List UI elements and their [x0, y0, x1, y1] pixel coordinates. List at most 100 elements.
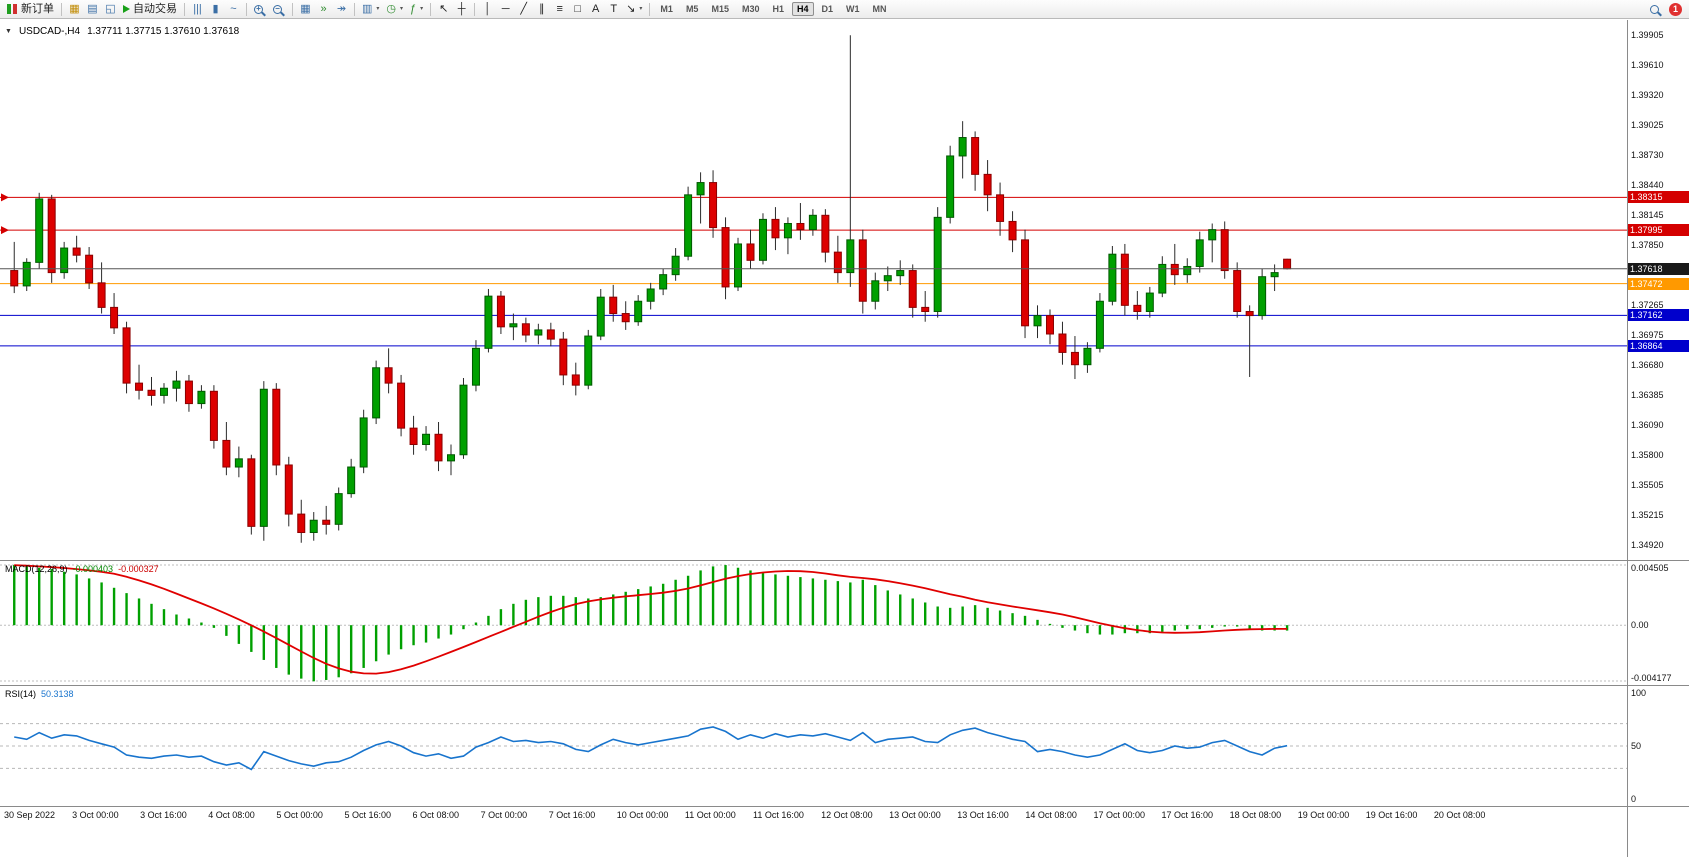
timeframe-d1[interactable]: D1 — [821, 4, 834, 14]
horizontal-line-icon[interactable]: ─ — [501, 2, 510, 15]
toolbar-separator — [354, 2, 355, 16]
rsi-axis[interactable]: 100 50 0 — [1627, 685, 1689, 806]
timeframe-m30[interactable]: M30 — [741, 4, 760, 14]
trendline-icon[interactable]: ╱ — [520, 2, 527, 15]
price-tag: 1.37995 — [1628, 224, 1689, 237]
macd-signal-line — [14, 564, 1288, 675]
macd-label: MACD(12,26,9) -0.000403 -0.000327 — [5, 564, 159, 574]
channel-icon[interactable]: ∥ — [538, 2, 545, 15]
zoom-in-icon[interactable]: + — [251, 1, 269, 18]
chart-shift-icon[interactable]: ↠ — [336, 2, 347, 15]
axis-tick: -0.004177 — [1631, 673, 1672, 683]
price-axis[interactable]: 1.39905 1.39610 1.39320 1.39025 1.38730 1.384… — [1627, 20, 1689, 560]
time-label: 7 Oct 16:00 — [548, 810, 596, 820]
toolbar-separator — [184, 2, 185, 16]
time-label: 3 Oct 00:00 — [72, 810, 119, 820]
axis-tick: 1.38440 — [1631, 179, 1664, 190]
bars-chart-icon[interactable]: ||| — [193, 2, 202, 15]
axis-tick: 0.00 — [1631, 620, 1649, 631]
macd-pane[interactable]: MACD(12,26,9) -0.000403 -0.000327 — [0, 560, 1627, 685]
autotrade-play-icon — [123, 5, 130, 13]
period-icon[interactable]: ◷ ▾ — [386, 2, 404, 15]
axis-tick: 1.36975 — [1631, 329, 1664, 340]
timeframe-m1[interactable]: M1 — [660, 4, 673, 14]
new-order-button[interactable]: 新订单 — [4, 1, 57, 18]
price-tag: 1.37162 — [1628, 309, 1689, 322]
rsi-value: 50.3138 — [41, 689, 74, 699]
toolbar-separator — [474, 2, 476, 16]
new-order-icon — [7, 4, 11, 14]
price-tag: 1.37472 — [1628, 277, 1689, 290]
axis-tick: 0.004505 — [1631, 563, 1669, 573]
axis-tick: 1.39025 — [1631, 119, 1664, 130]
market-watch-icon[interactable]: ▦ — [69, 2, 80, 15]
toolbar-separator — [246, 2, 247, 16]
rsi-line — [14, 726, 1288, 771]
zoom-out-icon[interactable]: − — [270, 1, 288, 18]
time-label: 19 Oct 16:00 — [1365, 810, 1418, 820]
timeframe-m5[interactable]: M5 — [685, 4, 699, 14]
search-icon[interactable] — [1647, 1, 1665, 18]
terminal-icon[interactable]: ◱ — [105, 2, 116, 15]
time-label: 19 Oct 00:00 — [1297, 810, 1350, 820]
timeframe-h1[interactable]: H1 — [772, 4, 784, 14]
axis-tick: 100 — [1631, 688, 1647, 698]
autotrade-button[interactable]: 自动交易 — [120, 1, 180, 18]
chart-title: ▼ USDCAD-,H4 1.37711 1.37715 1.37610 1.3… — [5, 26, 239, 37]
crosshair-icon[interactable]: ┼ — [457, 2, 466, 15]
text-icon[interactable]: A — [592, 2, 600, 15]
line-chart-icon[interactable]: ~ — [230, 2, 237, 15]
rsi-pane[interactable]: RSI(14) 50.3138 — [0, 685, 1627, 806]
time-label: 17 Oct 16:00 — [1161, 810, 1214, 820]
macd-axis[interactable]: 0.004505 0.00 -0.004177 — [1627, 560, 1689, 685]
axis-tick: 1.36385 — [1631, 389, 1664, 400]
rsi-label: RSI(14) 50.3138 — [5, 689, 74, 699]
navigator-icon[interactable]: ▤ — [87, 2, 98, 15]
axis-tick: 1.35800 — [1631, 449, 1664, 460]
timeframe-h4[interactable]: H4 — [792, 2, 814, 16]
axis-tick: 0 — [1631, 794, 1637, 804]
axis-tick: 1.38730 — [1631, 149, 1664, 160]
fibonacci-icon[interactable]: ≡ — [556, 2, 563, 15]
text-label-icon[interactable]: T — [610, 2, 618, 15]
axis-tick: 1.35215 — [1631, 509, 1664, 520]
levels-layer — [0, 193, 1627, 347]
arrows-tool-icon[interactable]: ↘ ▾ — [626, 2, 643, 15]
time-label: 17 Oct 00:00 — [1093, 810, 1145, 820]
vertical-line-icon[interactable]: │ — [484, 2, 492, 15]
time-label: 5 Oct 00:00 — [276, 810, 323, 820]
price-pane[interactable]: ▼ USDCAD-,H4 1.37711 1.37715 1.37610 1.3… — [0, 20, 1627, 560]
chart-window[interactable]: ▼ USDCAD-,H4 1.37711 1.37715 1.37610 1.3… — [0, 20, 1689, 857]
timeframe-m15[interactable]: M15 — [711, 4, 729, 14]
indicators-icon[interactable]: ƒ ▾ — [410, 2, 424, 15]
axis-tick: 1.37265 — [1631, 299, 1664, 310]
time-label: 11 Oct 00:00 — [684, 810, 736, 820]
macd-name: MACD(12,26,9) — [5, 564, 68, 574]
price-tag: 1.37618 — [1628, 262, 1689, 275]
time-label: 5 Oct 16:00 — [344, 810, 391, 820]
zoom-out-icon-glass: − — [273, 4, 282, 14]
chart-menu-icon[interactable]: ▼ — [5, 28, 12, 35]
zoom-in-icon-glass: + — [254, 4, 263, 14]
notification-badge[interactable]: 1 — [1669, 2, 1682, 16]
rsi-name: RSI(14) — [5, 689, 37, 699]
time-label: 12 Oct 08:00 — [821, 810, 873, 820]
time-label: 7 Oct 00:00 — [480, 810, 528, 820]
cursor-icon[interactable]: ↖ — [439, 2, 449, 15]
axis-tick: 1.36680 — [1631, 359, 1664, 370]
time-axis[interactable]: 30 Sep 2022 3 Oct 00:00 3 Oct 16:00 4 Oct 0… — [0, 806, 1627, 857]
candles-layer — [10, 35, 1292, 543]
auto-scroll-icon[interactable]: » — [320, 2, 327, 15]
shapes-icon[interactable]: □ — [574, 2, 582, 15]
time-label: 6 Oct 08:00 — [412, 810, 460, 820]
time-label: 3 Oct 16:00 — [140, 810, 187, 820]
macd-histogram — [13, 565, 1289, 682]
toolbar-separator — [649, 2, 651, 16]
tile-windows-icon[interactable]: ▦ — [300, 2, 311, 15]
symbol-period: USDCAD-,H4 — [18, 26, 81, 37]
candle-chart-icon[interactable]: ▮ — [212, 2, 219, 15]
new-chart-icon[interactable]: ▥ ▾ — [362, 2, 380, 15]
time-label: 13 Oct 00:00 — [889, 810, 941, 820]
timeframe-w1[interactable]: W1 — [846, 4, 860, 14]
timeframe-mn[interactable]: MN — [872, 4, 887, 14]
